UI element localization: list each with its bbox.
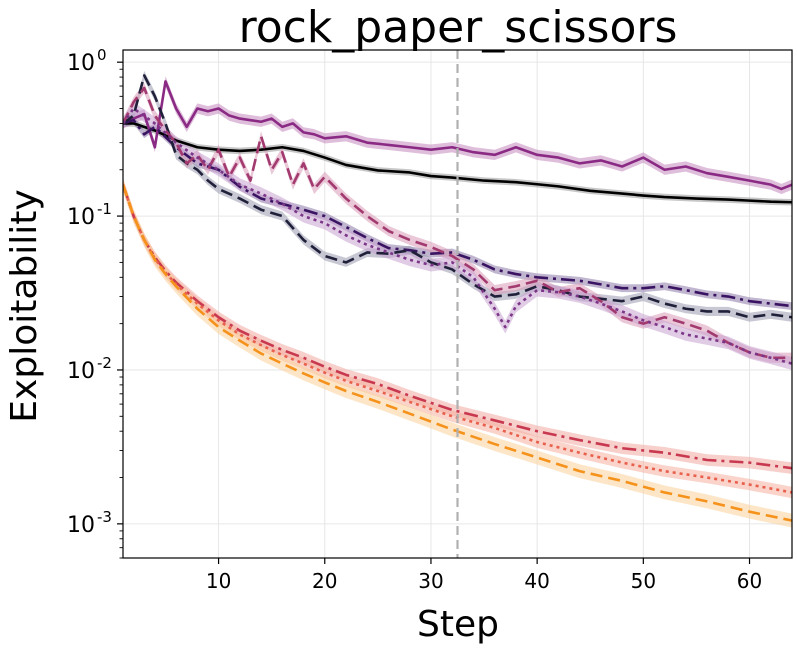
y-tick-exponent: -1: [97, 200, 112, 218]
y-tick-label: 10: [67, 359, 95, 384]
x-tick-label: 30: [418, 569, 443, 593]
y-tick-exponent: -2: [97, 354, 112, 372]
plot-frame: [122, 49, 793, 559]
series-line-5: [123, 107, 792, 365]
series-band-8: [123, 177, 792, 528]
x-tick-label: 60: [737, 569, 762, 593]
x-axis-label: Step: [417, 604, 499, 645]
series-line-2: [123, 118, 792, 308]
series-band-7: [123, 178, 792, 499]
series-line-1: [123, 80, 792, 191]
x-tick-label: 10: [206, 569, 231, 593]
series-band-5: [123, 102, 792, 370]
y-tick-exponent: -3: [97, 508, 112, 526]
series-line-4: [123, 86, 792, 360]
series-line-0: [123, 122, 792, 204]
series-lines: [123, 74, 792, 522]
x-tick-label: 40: [524, 569, 549, 593]
series-band-0: [123, 120, 792, 206]
y-tick-label: 10: [67, 205, 95, 230]
y-tick-exponent: 0: [97, 46, 107, 64]
x-tick-label: 20: [312, 569, 337, 593]
y-tick-label: 10: [67, 513, 95, 538]
y-axis-label: Exploitability: [4, 189, 45, 422]
chart-title: rock_paper_scissors: [239, 2, 678, 53]
series-line-8: [123, 184, 792, 522]
y-tick-label: 10: [67, 51, 95, 76]
x-tick-label: 50: [631, 569, 656, 593]
